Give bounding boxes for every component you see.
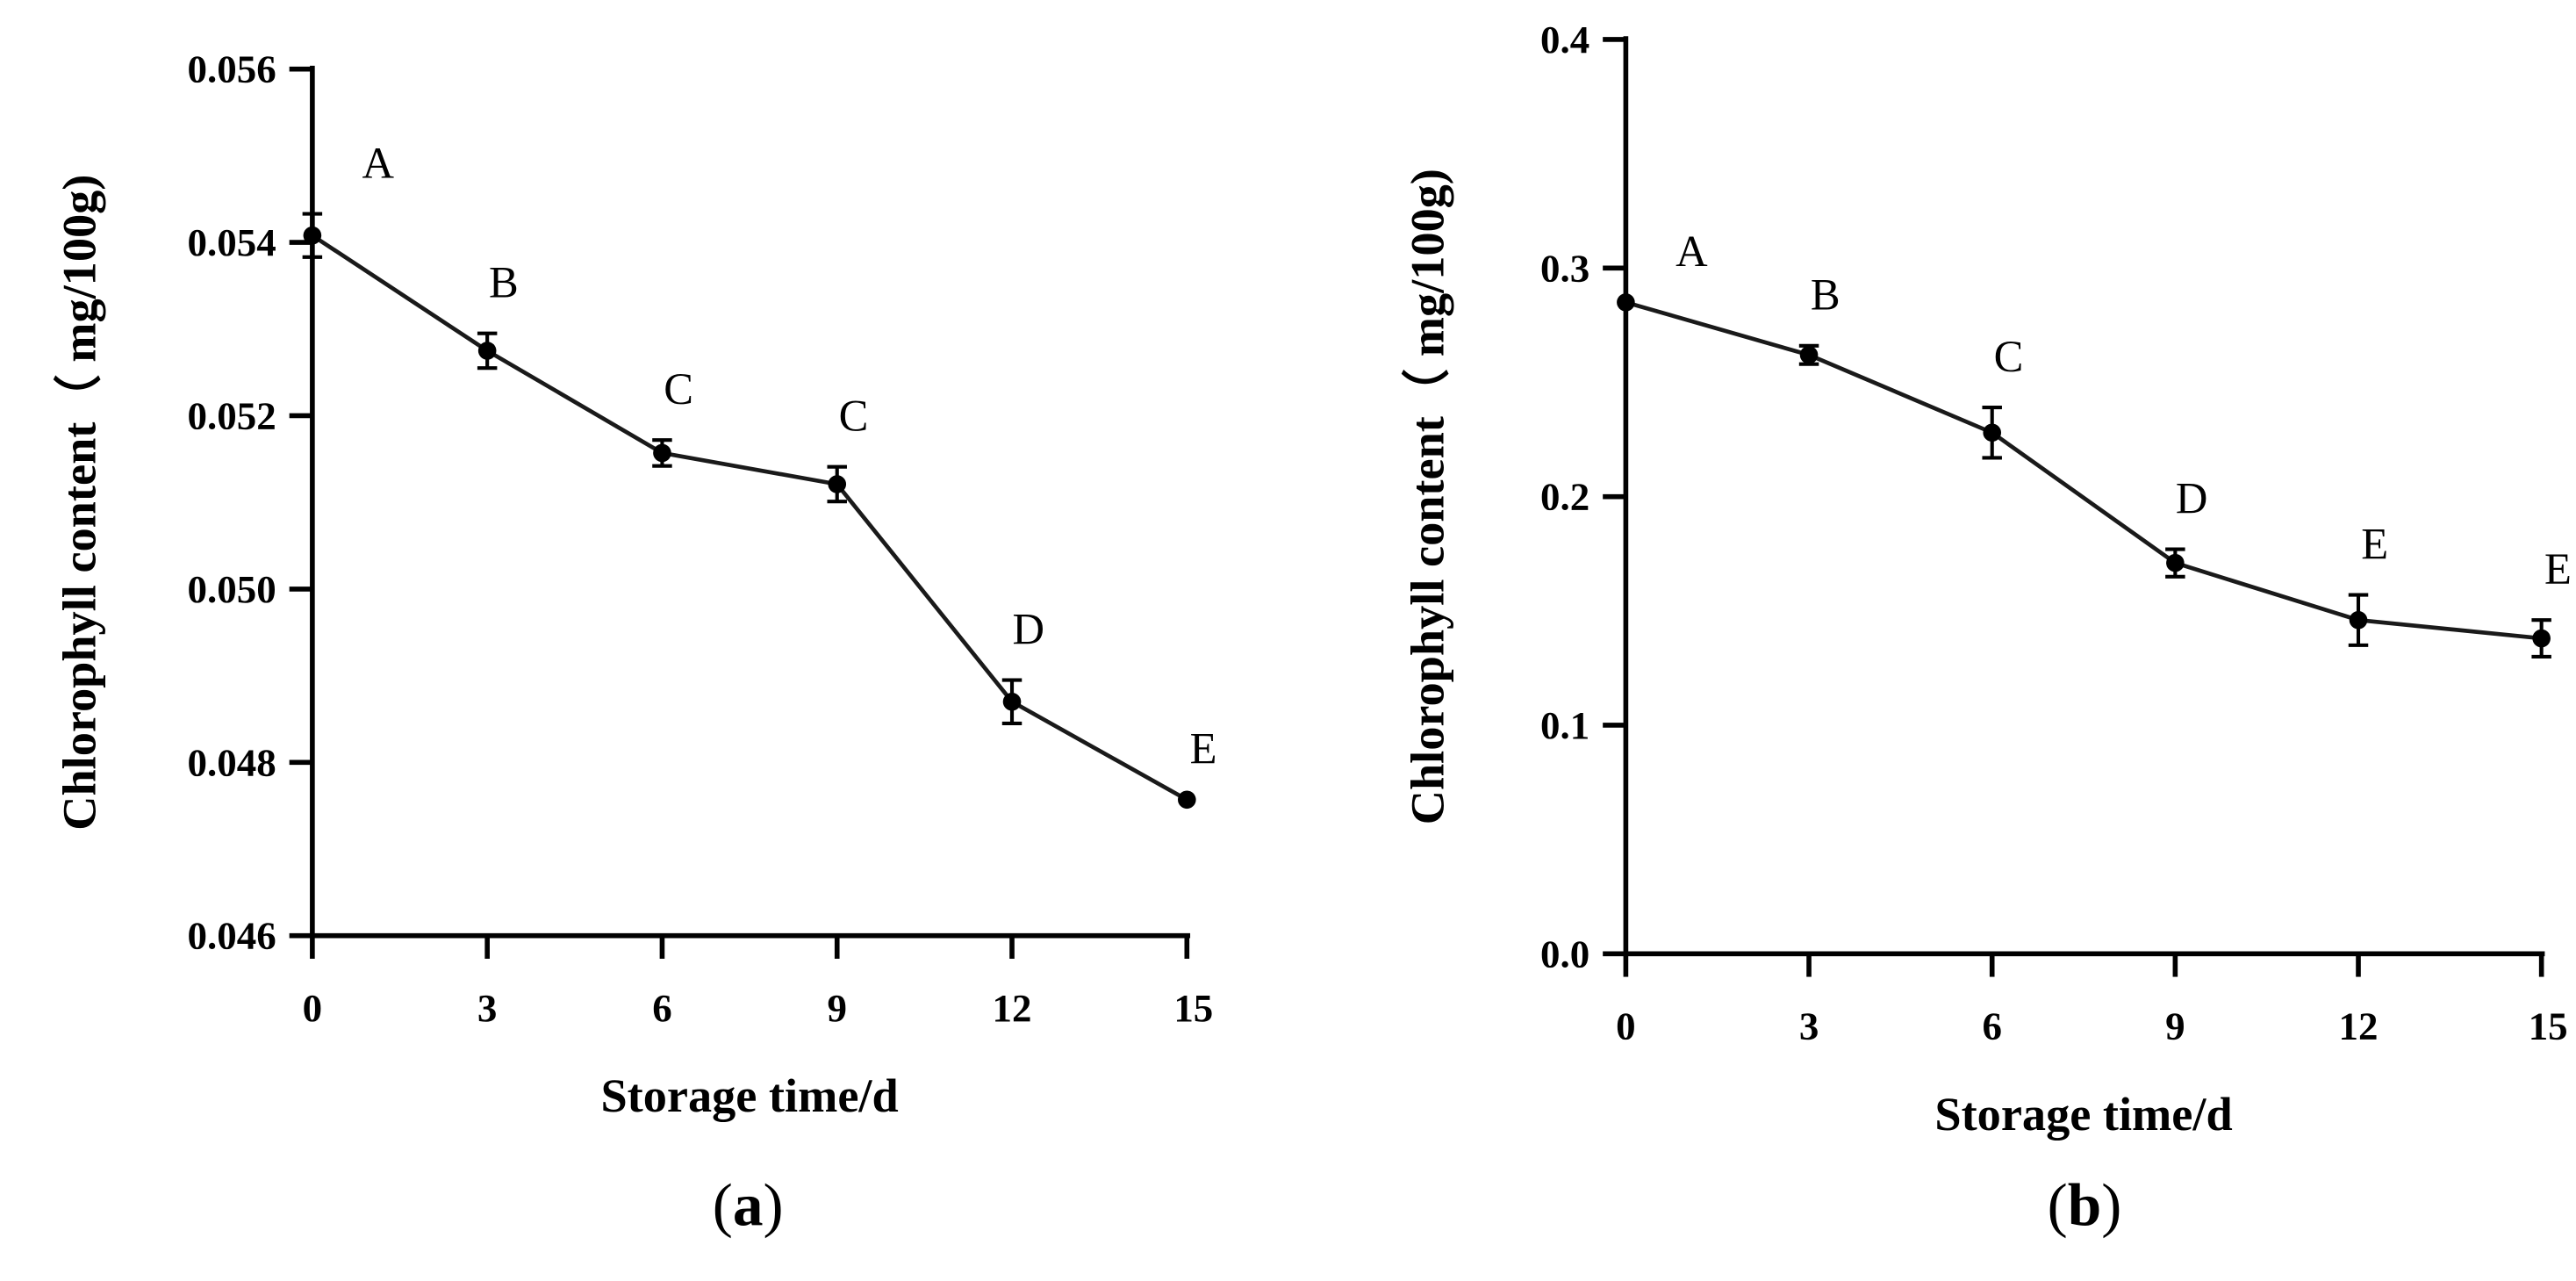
- data-point: [2532, 629, 2551, 648]
- x-tick-label: 12: [993, 986, 1032, 1030]
- series-line: [1625, 300, 2542, 641]
- x-tick-label: 0: [1616, 1004, 1635, 1048]
- significance-letter: C: [839, 392, 869, 441]
- x-tick-label: 3: [1799, 1004, 1819, 1048]
- significance-letter: A: [1675, 227, 1708, 276]
- x-tick-label: 6: [652, 986, 671, 1030]
- data-point: [303, 226, 322, 245]
- x-axis-title: Storage time/d: [1934, 1088, 2232, 1141]
- x-tick-label: 9: [2165, 1004, 2185, 1048]
- significance-letter: B: [1811, 270, 1841, 320]
- panel-label: (b): [2048, 1170, 2122, 1238]
- panel-label-open-paren: (: [2048, 1170, 2068, 1238]
- significance-letter: C: [1994, 332, 2024, 381]
- y-tick-label: 0.0: [1540, 932, 1589, 975]
- x-axis-title: Storage time/d: [600, 1069, 898, 1122]
- y-tick-label: 0.054: [188, 220, 276, 264]
- x-tick-label: 3: [477, 986, 497, 1030]
- significance-letter: E: [1190, 724, 1217, 774]
- x-tick-label: 12: [2339, 1004, 2379, 1048]
- data-point: [477, 342, 497, 360]
- y-tick-label: 0.1: [1540, 703, 1589, 747]
- significance-letter: E: [2361, 519, 2388, 568]
- significance-letter: E: [2544, 544, 2572, 594]
- y-tick-label: 0.048: [188, 740, 276, 784]
- y-tick-label: 0.4: [1540, 18, 1589, 61]
- panel-label-open-paren: (: [713, 1170, 733, 1238]
- x-tick-label: 15: [1173, 986, 1213, 1030]
- x-tick-label: 15: [2529, 1004, 2568, 1048]
- panel-scaled-group: 0.0 0.1 0.2 0.3 0.4 0 3 6 9 12 15 Storage time/d Chl…: [1401, 18, 2571, 1238]
- panel-label-letter: a: [733, 1170, 764, 1238]
- x-tick-label: 6: [1982, 1004, 2001, 1048]
- y-tick-label: 0.052: [188, 393, 276, 437]
- panel-scaled-group: 0.046 0.048 0.050 0.052 0.054 0.056 0 3 6 9 12 15 St…: [54, 47, 1217, 1239]
- data-point: [1617, 293, 1635, 312]
- y-tick-label: 0.2: [1540, 475, 1589, 519]
- x-tick-label: 0: [303, 986, 322, 1030]
- data-point: [1002, 692, 1022, 711]
- significance-letter: C: [664, 364, 693, 414]
- panel-label-close-paren: ): [764, 1170, 784, 1238]
- y-axis-title: Chlorophyll content（ mg/100g): [54, 175, 106, 831]
- chart-panel-b: 0.0 0.1 0.2 0.3 0.4 0 3 6 9 12 15 Storage time/d Chl…: [1401, 18, 2571, 1238]
- significance-letter: A: [362, 138, 395, 187]
- data-point: [1799, 345, 1819, 364]
- significance-letter: D: [1012, 604, 1044, 653]
- data-point: [2349, 610, 2368, 630]
- significance-letter: D: [2176, 473, 2208, 522]
- panel-label: (a): [713, 1170, 784, 1238]
- significance-letter: B: [489, 258, 519, 307]
- panel-label-close-paren: ): [2101, 1170, 2121, 1238]
- y-tick-label: 0.056: [188, 47, 276, 91]
- data-point: [1983, 423, 2002, 443]
- y-tick-label: 0.050: [188, 567, 276, 611]
- data-point: [1178, 790, 1196, 810]
- panel-label-letter: b: [2068, 1170, 2102, 1238]
- x-tick-label: 9: [828, 986, 847, 1030]
- y-tick-label: 0.046: [188, 914, 276, 958]
- y-tick-label: 0.3: [1540, 246, 1589, 290]
- data-point: [2166, 553, 2185, 572]
- y-axis-title: Chlorophyll content（ mg/100g): [1401, 169, 1453, 824]
- data-point: [653, 443, 671, 463]
- series-line: [311, 234, 1188, 802]
- data-point: [828, 475, 847, 493]
- chart-panel-a: 0.046 0.048 0.050 0.052 0.054 0.056 0 3 6 9 12 15 St…: [54, 47, 1217, 1239]
